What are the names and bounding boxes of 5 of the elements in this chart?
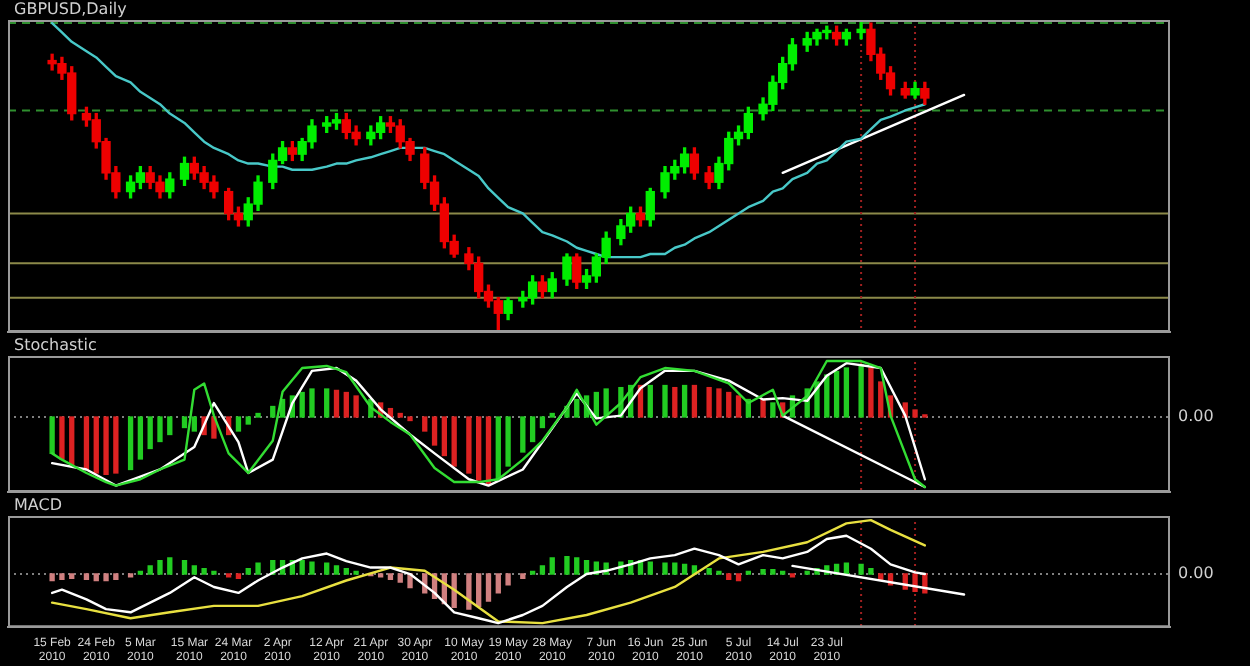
- chart-title: MACD: [12, 496, 64, 514]
- chart-title: GBPUSD,Daily: [12, 0, 129, 18]
- ref-line-label: 0.00: [1178, 564, 1214, 583]
- chart-title: Stochastic: [12, 336, 99, 354]
- ref-line-label: 0.00: [1178, 407, 1214, 426]
